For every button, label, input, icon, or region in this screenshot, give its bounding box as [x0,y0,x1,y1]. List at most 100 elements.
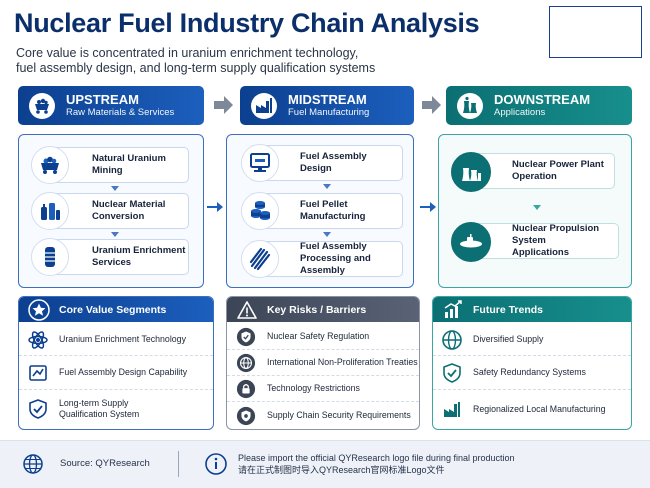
down-arrow-icon [111,186,119,191]
item-label-line1: Nuclear Power Plant [512,159,604,170]
down-arrow-icon [323,232,331,237]
item-label-line2: Design [300,163,332,174]
subtitle-line-2: fuel assembly design, and long-term supp… [16,61,376,75]
trend-label: Regionalized Local Manufacturing [473,403,606,414]
trends-title: Future Trends [473,303,544,316]
power-plant-icon [451,152,491,192]
trend-row: Safety Redundancy Systems [433,356,631,390]
shield-check-icon [441,362,463,384]
footer: Source: QYResearch Please import the off… [0,440,650,488]
item-label-line1: Nuclear Propulsion System [512,223,600,246]
footer-note-en: Please import the official QYResearch lo… [238,453,515,463]
trend-label: Safety Redundancy Systems [473,367,586,377]
risk-row: Supply Chain Security Requirements [227,402,419,429]
cooling-tower-icon [456,92,484,120]
item-label-line1: Fuel Assembly [300,151,367,162]
factory-icon [250,92,278,120]
midstream-panel: Fuel Assembly Design Fuel Pellet Manufactu… [226,134,414,288]
pellet-stack-icon [241,192,279,230]
page-subtitle: Core value is concentrated in uranium en… [16,46,376,76]
down-arrow-icon [323,184,331,189]
trends-header: Future Trends [433,297,631,322]
downstream-title: DOWNSTREAM [494,91,591,107]
lock-icon [235,378,257,400]
item-label-line2: Applications [512,247,570,258]
risk-label: Nuclear Safety Regulation [267,331,370,341]
footer-divider [178,451,179,477]
factory-icon [441,398,463,420]
footer-note: Please import the official QYResearch lo… [238,452,515,476]
shield-check-icon [235,326,257,348]
arrow-right-icon [420,202,436,212]
trends-panel: Future Trends Diversified Supply Safety … [432,296,632,430]
footer-note-cn: 请在正式制图时导入QYResearch官网标准Logo文件 [238,465,445,475]
ore-cart-icon [31,146,69,184]
upstream-subtitle: Raw Materials & Services [66,106,175,118]
upstream-panel: Natural Uranium Mining Nuclear Material Co… [18,134,204,288]
growth-chart-icon [441,298,465,322]
computer-design-icon [241,144,279,182]
item-label-line1: Uranium Enrichment [92,245,186,256]
mine-cart-icon [28,92,56,120]
trend-label: Diversified Supply [473,334,544,344]
core-value-header: Core Value Segments [19,297,213,322]
shield-gear-icon [235,405,257,427]
item-label-line2: Processing and Assembly [300,253,371,276]
page-title: Nuclear Fuel Industry Chain Analysis [14,8,480,38]
midstream-header: MIDSTREAM Fuel Manufacturing [240,86,414,125]
risk-row: Technology Restrictions [227,376,419,402]
warning-icon [235,298,259,322]
shield-check-icon [27,398,49,420]
risk-label: Supply Chain Security Requirements [267,410,411,420]
chemical-tanks-icon [31,192,69,230]
downstream-header: DOWNSTREAM Applications [446,86,632,125]
centrifuge-icon [31,238,69,276]
core-value-row: Uranium Enrichment Technology [19,324,213,356]
submarine-icon [451,222,491,262]
downstream-subtitle: Applications [494,106,546,118]
arrow-right-icon [214,96,233,114]
item-label-line2: Conversion [92,211,145,222]
risks-header: Key Risks / Barriers [227,297,419,322]
info-icon [205,453,227,475]
down-arrow-icon [533,205,541,210]
core-value-label: Fuel Assembly Design Capability [59,367,188,377]
core-value-title: Core Value Segments [59,303,167,316]
risk-label: Technology Restrictions [267,383,360,393]
core-value-label: Uranium Enrichment Technology [59,334,186,344]
down-arrow-icon [111,232,119,237]
item-label-line2: Operation [512,171,557,182]
upstream-header: UPSTREAM Raw Materials & Services [18,86,204,125]
fuel-rods-icon [241,240,279,278]
midstream-title: MIDSTREAM [288,91,367,107]
item-label-line1: Fuel Pellet [300,199,348,210]
core-value-label-line2: Qualification System [59,409,140,419]
item-label-line1: Natural Uranium [92,153,166,164]
arrow-right-icon [207,202,223,212]
item-label-line1: Fuel Assembly [300,241,367,252]
midstream-subtitle: Fuel Manufacturing [288,106,370,118]
source-label: Source: QYResearch [60,458,150,469]
core-value-row: Fuel Assembly Design Capability [19,356,213,390]
arrow-right-icon [422,96,441,114]
star-icon [27,298,51,322]
trend-row: Diversified Supply [433,324,631,356]
risks-panel: Key Risks / Barriers Nuclear Safety Regu… [226,296,420,430]
globe-icon [235,352,257,374]
item-label-line2: Mining [92,165,123,176]
core-value-panel: Core Value Segments Uranium Enrichment T… [18,296,214,430]
downstream-panel: Nuclear Power Plant Operation Nuclear Pro… [438,134,632,288]
subtitle-line-1: Core value is concentrated in uranium en… [16,46,359,60]
upstream-title: UPSTREAM [66,91,139,107]
globe-icon [23,454,43,474]
item-label-line2: Services [92,257,132,268]
core-value-row: Long-term Supply Qualification System [19,390,213,428]
globe-icon [441,329,463,351]
risk-label: International Non-Proliferation Treaties [267,357,418,367]
risk-row: International Non-Proliferation Treaties [227,350,419,376]
blueprint-icon [27,362,49,384]
item-label-line1: Nuclear Material [92,199,166,210]
logo-placeholder [549,6,642,58]
risk-row: Nuclear Safety Regulation [227,324,419,350]
atom-icon [27,329,49,351]
